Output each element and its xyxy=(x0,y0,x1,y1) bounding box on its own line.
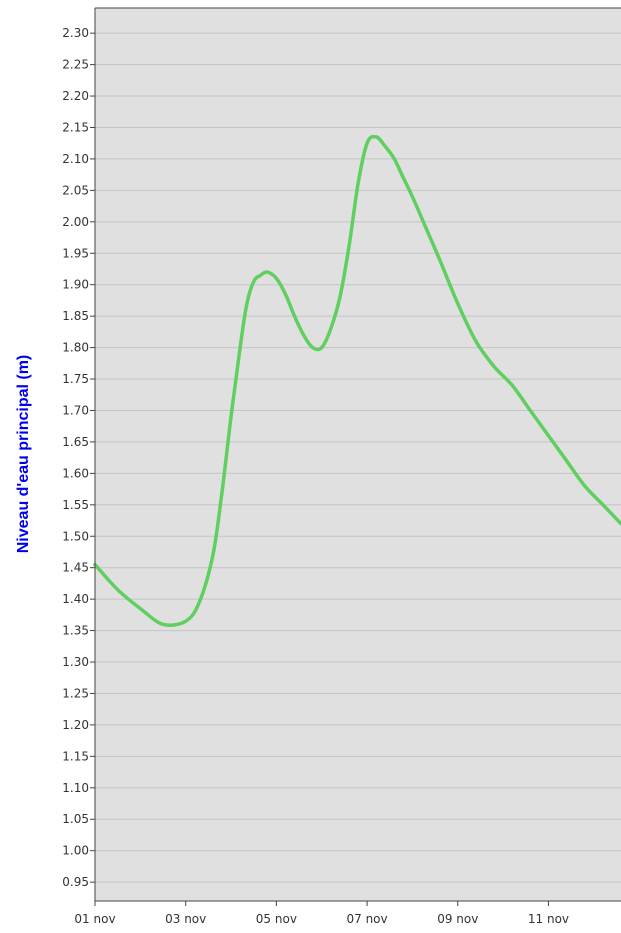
y-tick-label: 1.20 xyxy=(62,718,89,732)
y-tick-label: 1.05 xyxy=(62,812,89,826)
x-tick-label: 07 nov xyxy=(346,912,387,926)
y-tick-label: 2.30 xyxy=(62,26,89,40)
gridlines xyxy=(95,32,621,883)
y-tick-label: 2.00 xyxy=(62,215,89,229)
y-tick-label: 1.85 xyxy=(62,309,89,323)
y-tick-label: 1.50 xyxy=(62,529,89,543)
y-tick-label: 1.80 xyxy=(62,341,89,355)
x-axis-ticks: 01 nov 03 nov 05 nov 07 nov 09 nov 11 nov xyxy=(74,901,569,926)
x-tick-label: 11 nov xyxy=(528,912,569,926)
y-tick-label: 2.05 xyxy=(62,183,89,197)
y-tick-label: 1.65 xyxy=(62,435,89,449)
y-tick-label: 2.15 xyxy=(62,120,89,134)
y-tick-label: 1.25 xyxy=(62,686,89,700)
y-tick-label: 1.35 xyxy=(62,624,89,638)
y-tick-label: 1.45 xyxy=(62,561,89,575)
y-tick-label: 1.00 xyxy=(62,844,89,858)
y-tick-label: 1.55 xyxy=(62,498,89,512)
x-tick-label: 01 nov xyxy=(74,912,115,926)
x-tick-label: 09 nov xyxy=(437,912,478,926)
y-tick-label: 1.90 xyxy=(62,278,89,292)
plot-background xyxy=(95,8,621,901)
y-tick-label: 0.95 xyxy=(62,875,89,889)
y-tick-label: 2.25 xyxy=(62,58,89,72)
y-tick-label: 1.15 xyxy=(62,749,89,763)
y-tick-label: 1.30 xyxy=(62,655,89,669)
y-tick-label: 1.60 xyxy=(62,466,89,480)
y-tick-label: 1.95 xyxy=(62,246,89,260)
series-line xyxy=(93,134,621,627)
y-tick-label: 1.10 xyxy=(62,781,89,795)
y-tick-label: 2.10 xyxy=(62,152,89,166)
x-tick-label: 05 nov xyxy=(256,912,297,926)
y-tick-label: 2.20 xyxy=(62,89,89,103)
y-tick-label: 1.75 xyxy=(62,372,89,386)
x-tick-label: 03 nov xyxy=(165,912,206,926)
y-axis-label: Niveau d'eau principal (m) xyxy=(15,355,32,554)
y-axis-ticks: 0.95 1.00 1.05 1.10 1.15 1.20 1.25 1.30 1.35 1.40… xyxy=(62,26,95,889)
y-tick-label: 1.70 xyxy=(62,403,89,417)
y-tick-label: 1.40 xyxy=(62,592,89,606)
